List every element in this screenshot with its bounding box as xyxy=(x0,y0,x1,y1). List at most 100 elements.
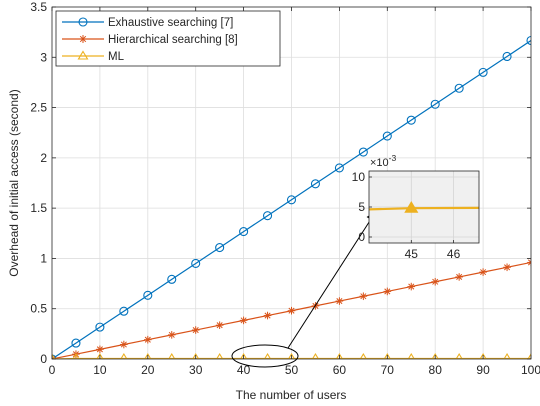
data-point-ml xyxy=(407,352,415,359)
y-ticks: 0 0.5 1 1.5 2 2.5 3 3.5 xyxy=(30,0,531,366)
data-point-exhaustive xyxy=(119,306,129,316)
data-point-ml xyxy=(503,352,511,359)
data-point-exhaustive xyxy=(262,211,273,221)
data-point-exhaustive xyxy=(143,290,153,300)
x-tick-label: 30 xyxy=(189,363,203,377)
data-point-ml xyxy=(431,352,439,359)
data-point-exhaustive xyxy=(502,51,512,62)
data-point-ml xyxy=(479,352,487,359)
data-point-ml xyxy=(383,352,391,359)
y-tick-label: 1 xyxy=(40,251,47,265)
data-point-ml xyxy=(52,353,56,359)
inset-x-tick-label: 45 xyxy=(405,247,419,261)
data-point-hierarchical xyxy=(503,263,511,272)
data-point-hierarchical xyxy=(407,282,416,291)
data-point-exhaustive xyxy=(454,83,464,93)
inset-exponent-label: ×10-3 xyxy=(370,153,397,169)
data-point-ml xyxy=(239,352,248,359)
inset-x-ticks: 45 46 xyxy=(405,240,461,261)
y-tick-label: 3 xyxy=(40,50,47,64)
legend-entry-ml: ML xyxy=(62,50,125,63)
legend-label-hierarchical: Hierarchical searching [8] xyxy=(108,34,238,46)
data-point-hierarchical xyxy=(191,326,200,334)
data-point-ml xyxy=(263,352,272,359)
inset-exponent-power: -3 xyxy=(389,153,397,163)
data-point-hierarchical xyxy=(527,258,531,267)
legend-marker-exhaustive xyxy=(78,17,88,27)
data-point-hierarchical xyxy=(383,287,392,296)
data-point-hierarchical xyxy=(167,331,176,339)
data-point-ml xyxy=(359,352,367,359)
x-tick-label: 60 xyxy=(333,363,347,377)
data-point-exhaustive xyxy=(382,131,392,141)
series-line-exhaustive xyxy=(52,39,531,359)
data-point-ml xyxy=(144,352,152,359)
data-point-hierarchical xyxy=(96,345,104,354)
data-point-exhaustive xyxy=(167,274,177,284)
inset-y-ticks: 0 5 10 xyxy=(352,170,372,244)
x-ticks: 0 10 20 30 40 50 60 70 80 90 100 xyxy=(49,7,540,377)
zoom-arrow-shaft xyxy=(287,215,374,349)
data-point-ml xyxy=(311,352,320,359)
zoom-ellipse xyxy=(231,344,299,368)
data-point-exhaustive xyxy=(406,115,416,125)
legend-marker-hierarchical xyxy=(79,35,87,43)
data-point-exhaustive xyxy=(191,258,201,269)
data-point-hierarchical xyxy=(144,335,152,344)
inset-chart: 45 46 0 5 10 ×10-3 xyxy=(352,153,480,261)
data-point-exhaustive xyxy=(239,227,249,237)
data-point-ml xyxy=(192,352,200,359)
data-point-exhaustive xyxy=(526,35,531,46)
data-point-exhaustive xyxy=(215,243,225,253)
data-point-hierarchical xyxy=(431,277,439,286)
y-axis-label: Overhead of initial access (second) xyxy=(7,89,21,276)
x-tick-label: 40 xyxy=(237,363,251,377)
x-tick-label: 90 xyxy=(476,363,490,377)
data-point-ml xyxy=(96,352,104,359)
inset-data-point-ml xyxy=(404,201,419,213)
inset-y-tick-label: 0 xyxy=(358,230,365,244)
data-point-hierarchical xyxy=(215,321,224,330)
data-point-ml xyxy=(72,352,80,359)
x-tick-label: 20 xyxy=(141,363,155,377)
y-tick-label: 2.5 xyxy=(30,101,47,115)
data-point-hierarchical xyxy=(239,316,248,325)
y-tick-label: 1.5 xyxy=(30,201,47,215)
data-point-exhaustive xyxy=(310,179,321,189)
data-point-hierarchical xyxy=(359,292,368,301)
data-point-hierarchical xyxy=(120,340,128,349)
data-point-ml xyxy=(335,352,344,359)
x-tick-label: 100 xyxy=(521,363,540,377)
data-point-ml xyxy=(216,352,224,359)
data-point-hierarchical xyxy=(335,297,344,305)
y-tick-label: 3.5 xyxy=(30,0,47,14)
data-point-ml xyxy=(168,352,176,359)
data-point-ml xyxy=(527,352,531,359)
y-tick-label: 2 xyxy=(40,151,47,165)
data-point-exhaustive xyxy=(478,67,488,77)
x-tick-label: 50 xyxy=(285,363,299,377)
inset-series xyxy=(369,201,479,213)
legend-entry-exhaustive: Exhaustive searching [7] xyxy=(62,17,233,29)
x-axis-label: The number of users xyxy=(236,388,347,402)
x-tick-label: 10 xyxy=(93,363,107,377)
legend-entry-hierarchical: Hierarchical searching [8] xyxy=(62,34,238,46)
data-point-exhaustive xyxy=(71,338,81,348)
inset-y-tick-label: 10 xyxy=(352,170,366,184)
data-point-hierarchical xyxy=(263,311,272,320)
data-point-hierarchical xyxy=(287,306,296,315)
legend-label-exhaustive: Exhaustive searching [7] xyxy=(108,17,233,29)
inset-x-tick-label: 46 xyxy=(447,247,461,261)
data-point-exhaustive xyxy=(334,163,344,173)
data-point-hierarchical xyxy=(455,273,463,281)
data-point-ml xyxy=(455,352,463,359)
legend-label-ml: ML xyxy=(108,51,125,63)
data-point-exhaustive xyxy=(430,99,440,109)
legend: Exhaustive searching [7] Hierarchical se… xyxy=(55,10,281,67)
y-tick-label: 0.5 xyxy=(30,302,47,316)
data-point-exhaustive xyxy=(286,195,297,205)
x-tick-label: 0 xyxy=(49,363,56,377)
legend-marker-ml xyxy=(77,50,89,60)
data-point-ml xyxy=(120,352,128,359)
